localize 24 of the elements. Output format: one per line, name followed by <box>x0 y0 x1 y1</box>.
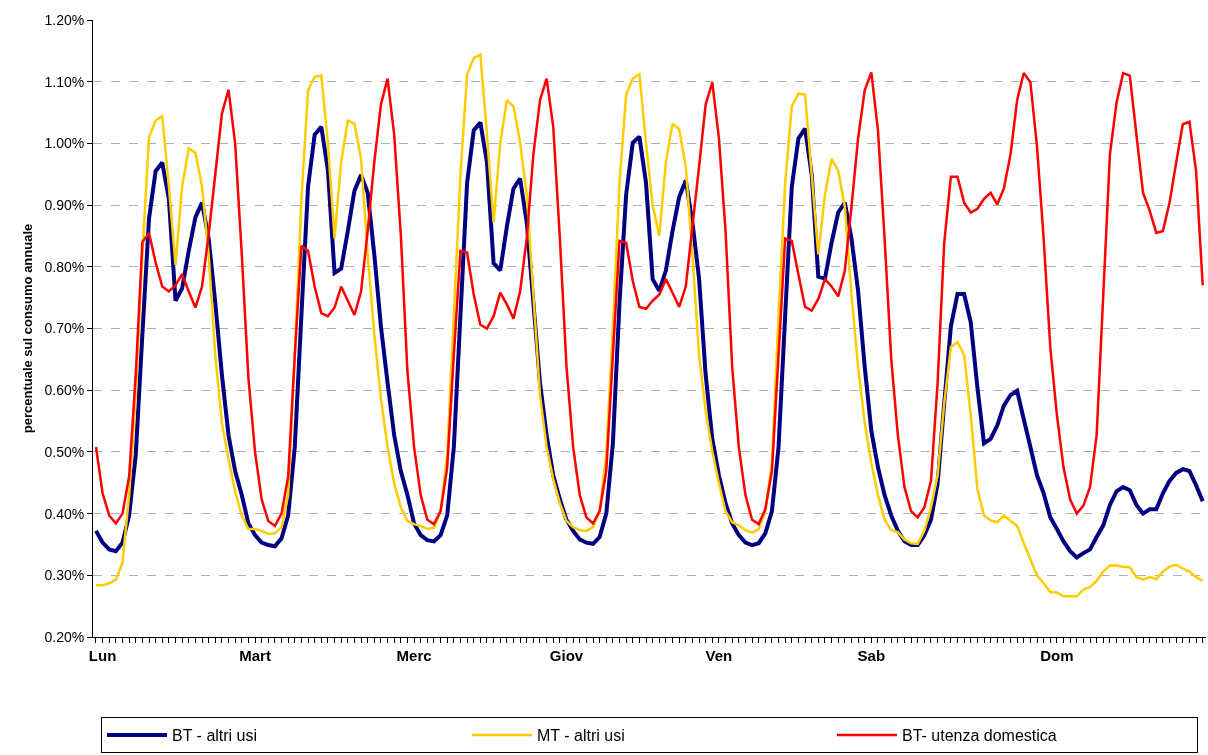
y-tick-label: 0.70% <box>44 320 85 337</box>
x-tick-label: Sab <box>857 647 886 664</box>
y-tick-label: 1.10% <box>44 73 85 90</box>
y-tick-label: 1.20% <box>44 11 85 28</box>
y-tick-label: 0.80% <box>44 258 85 275</box>
y-tick-label: 0.60% <box>44 382 85 399</box>
y-tick-label: 0.30% <box>44 567 85 584</box>
x-tick-label: Mart <box>239 647 271 664</box>
x-tick-label: Dom <box>1040 647 1074 664</box>
legend-label: BT- utenza domestica <box>902 727 1057 745</box>
legend-label: BT - altri usi <box>172 727 258 745</box>
y-tick-label: 0.50% <box>44 443 85 460</box>
x-tick-label: Ven <box>705 647 733 664</box>
x-tick-label: Lun <box>88 647 117 664</box>
y-tick-label: 0.20% <box>44 628 85 645</box>
y-tick-label: 0.90% <box>44 197 85 213</box>
x-tick-label: Giov <box>549 647 584 664</box>
line-series <box>93 120 1205 560</box>
line-series <box>94 71 1204 528</box>
y-tick-label: 1.00% <box>44 135 85 152</box>
x-tick-label: Merc <box>396 647 432 664</box>
y-tick-label: 0.40% <box>44 505 85 522</box>
legend-label: MT - altri usi <box>537 727 625 745</box>
y-axis-title: percentuale sul consumo annuale <box>20 223 36 434</box>
